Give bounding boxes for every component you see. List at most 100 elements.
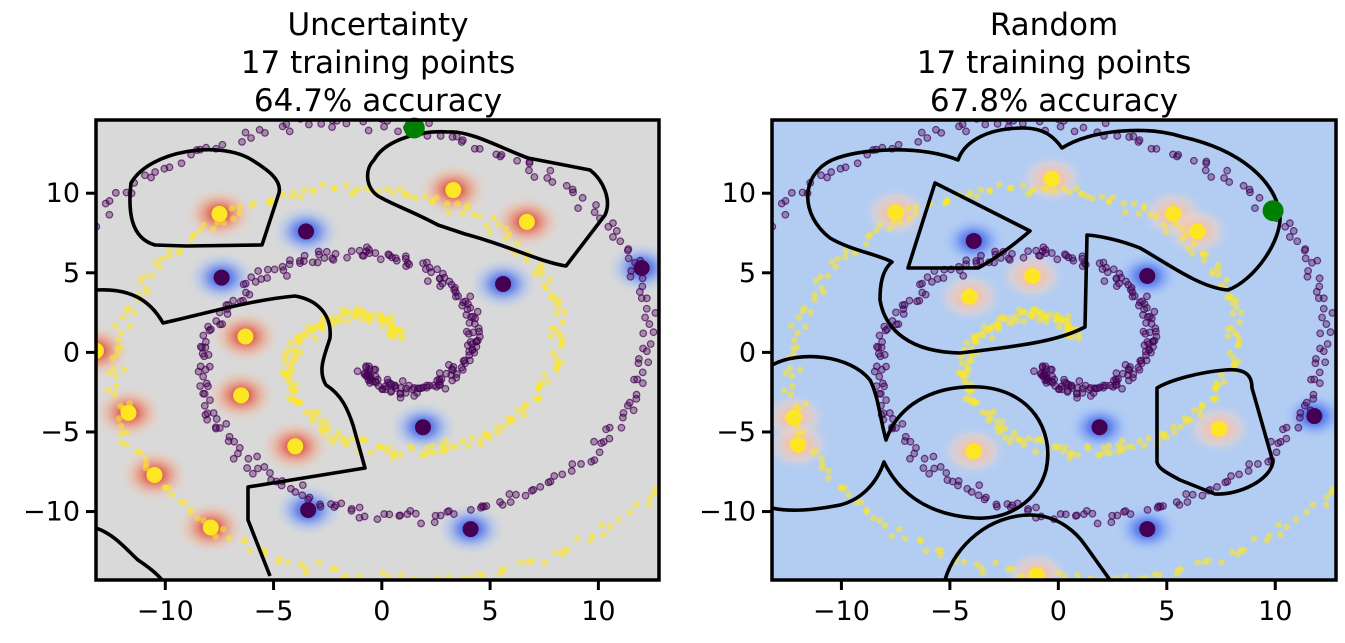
pool-point (794, 430, 801, 438)
pool-point (341, 309, 348, 317)
pool-point (1321, 358, 1330, 367)
pool-point (1151, 324, 1160, 333)
pool-point (1050, 375, 1059, 384)
pool-point (1289, 227, 1298, 235)
training-point-class1 (237, 328, 254, 345)
pool-point (463, 205, 471, 212)
pool-point (521, 491, 530, 500)
training-point-class0 (1139, 267, 1156, 284)
pool-point (1072, 185, 1080, 192)
pool-point (667, 481, 674, 488)
pool-point (301, 564, 309, 571)
pool-point (795, 314, 803, 321)
pool-point (508, 416, 515, 423)
pool-point (359, 308, 367, 316)
pool-point (466, 292, 475, 301)
pool-point (827, 168, 836, 176)
pool-point (979, 569, 987, 577)
pool-point (1169, 423, 1177, 431)
pool-point (284, 558, 291, 566)
decision-boundary (96, 129, 610, 580)
pool-point (106, 369, 113, 377)
pool-point (1093, 519, 1102, 528)
pool-point (757, 230, 764, 237)
pool-point (303, 332, 310, 339)
pool-point (1147, 144, 1156, 153)
pool-point (543, 174, 552, 182)
pool-point (870, 514, 878, 522)
pool-point (380, 122, 388, 131)
pool-point (790, 345, 797, 352)
pool-point (200, 221, 208, 229)
pool-point (1008, 565, 1016, 573)
pool-point (151, 168, 160, 176)
pool-point (263, 265, 272, 274)
pool-point (1095, 452, 1102, 459)
pool-point (896, 525, 903, 533)
plot-frame (770, 118, 1338, 582)
pool-point (1159, 502, 1167, 510)
pool-point (957, 353, 964, 360)
pool-point (317, 418, 325, 425)
pool-point (292, 381, 299, 389)
pool-point (441, 444, 449, 451)
training-point-class0 (298, 223, 315, 240)
pool-point (1194, 559, 1202, 566)
pool-point (598, 521, 606, 529)
pool-point (353, 367, 362, 376)
pool-point (595, 448, 604, 457)
pool-point (623, 246, 632, 255)
pool-point (166, 247, 173, 255)
pool-point (602, 425, 610, 434)
pool-point (459, 298, 468, 307)
pool-point (536, 482, 545, 491)
pool-point (1070, 127, 1079, 136)
pool-point (559, 337, 567, 344)
pool-point (122, 441, 130, 449)
pool-point (110, 365, 118, 372)
pool-point (328, 123, 336, 131)
pool-point (448, 133, 457, 141)
pool-point (896, 219, 904, 227)
pool-point (1213, 380, 1220, 387)
pool-point (1089, 195, 1096, 202)
pool-point (1074, 451, 1081, 459)
pool-point (567, 467, 576, 475)
pool-point (600, 531, 607, 539)
pool-point (1239, 181, 1248, 190)
pool-point (385, 510, 394, 519)
queried-point-marker (403, 117, 425, 139)
pool-point (549, 292, 556, 300)
pool-point (541, 282, 548, 290)
training-point-class0 (1091, 419, 1108, 436)
pool-point (1214, 265, 1222, 273)
pool-point (1108, 511, 1117, 520)
pool-point (1282, 434, 1291, 443)
pool-point (1139, 327, 1148, 336)
pool-point (872, 227, 880, 234)
pool-point (541, 371, 548, 379)
pool-point (186, 508, 194, 516)
pool-point (1207, 173, 1216, 181)
pool-point (1073, 393, 1081, 402)
pool-point (549, 349, 557, 357)
pool-point (280, 353, 288, 360)
pool-point (113, 383, 120, 390)
axes-ticks: −10 −5 0 5 10 −10 −5 0 5 10 (23, 178, 616, 627)
pool-point (435, 274, 444, 283)
pool-point (362, 362, 371, 371)
pool-point (1038, 436, 1046, 444)
pool-point (360, 512, 369, 521)
pool-point (117, 439, 125, 446)
pool-point (196, 382, 205, 390)
pool-point (986, 326, 994, 334)
pool-point (492, 150, 501, 159)
pool-point (292, 387, 299, 394)
pool-point (963, 339, 971, 346)
pool-point (287, 339, 294, 346)
pool-point (1083, 193, 1091, 200)
pool-point (162, 484, 170, 492)
pool-point (1060, 378, 1069, 387)
pool-point (645, 501, 653, 509)
pool-point (289, 357, 296, 365)
